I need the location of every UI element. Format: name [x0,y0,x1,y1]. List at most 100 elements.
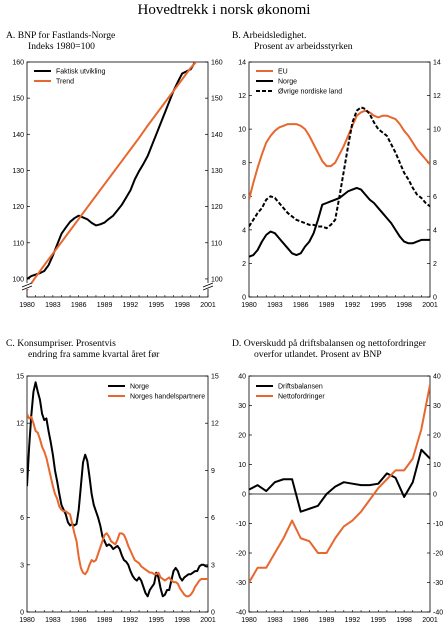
plot-frame [248,61,431,298]
chart-title-line: D. Overskudd på driftsbalansen og nettof… [232,338,427,349]
y-tick-label: 130 [211,168,223,175]
y-tick-label: 14 [433,60,441,67]
y-tick-label: 6 [20,515,24,522]
x-tick-label: 1986 [293,617,309,624]
x-tick-label: 1998 [396,302,412,309]
x-tick-label: 2001 [422,617,438,624]
x-tick-label: 1992 [123,302,139,309]
axis-break-mark [202,282,214,288]
y-tick-label: -40 [236,610,246,617]
axis-break-mask [203,283,213,289]
chart-title-line: Indeks 1980=100 [28,41,95,52]
y-tick-label: 3 [20,562,24,569]
y-tick-label: 8 [242,160,246,167]
x-tick-label: 1995 [370,617,386,624]
y-tick-label: -20 [433,551,443,558]
legend-label: Øvrige nordiske land [278,89,342,96]
series-line-nettofordringer [249,384,430,584]
y-tick-label: 6 [433,194,437,201]
y-tick-label: 12 [211,421,219,428]
y-tick-label: 0 [242,295,246,302]
x-tick-label: 1989 [97,302,113,309]
chart-d: D. Overskudd på driftsbalansen og nettof… [232,338,443,624]
chart-title-line: overfor utlandet. Prosent av BNP [254,349,382,360]
legend-label: Driftsbalansen [278,384,323,391]
y-tick-label: 20 [238,433,246,440]
x-tick-label: 1995 [370,302,386,309]
x-tick-label: 1986 [293,302,309,309]
series-line-driftsbalansen [249,448,430,513]
y-tick-label: 2 [433,261,437,268]
x-tick-label: 1998 [174,302,190,309]
x-tick-label: 1995 [148,302,164,309]
x-tick-label: 1980 [19,302,35,309]
y-tick-label: 12 [16,421,24,428]
x-tick-label: 1995 [148,617,164,624]
y-tick-label: 10 [433,462,441,469]
y-tick-label: 160 [211,60,223,67]
y-tick-label: 0 [20,610,24,617]
y-tick-label: 120 [211,204,223,211]
y-tick-label: 0 [433,295,437,302]
y-tick-label: 110 [211,240,222,247]
x-tick-label: 1983 [45,617,61,624]
legend-label: Nettofordringer [278,394,325,401]
series-line-eu [249,109,430,200]
x-tick-label: 1992 [345,617,361,624]
y-tick-label: 4 [242,227,246,234]
y-tick-label: 3 [211,562,215,569]
y-tick-label: -10 [236,521,246,528]
series-line--vrige-nordiske-land [249,106,430,230]
chart-title-line: endring fra samme kvartal året før [28,349,160,360]
y-tick-label: 100 [12,276,24,283]
x-tick-label: 1986 [71,617,87,624]
axis-break-mark [202,285,214,291]
series-line-faktisk-utvikling [27,62,197,280]
x-tick-label: 2001 [200,302,216,309]
x-tick-label: 1980 [241,302,257,309]
legend-label: Norge [130,384,149,391]
y-tick-label: -40 [433,610,443,617]
y-tick-label: 6 [242,194,246,201]
y-tick-label: -10 [433,521,443,528]
y-tick-label: 110 [13,240,24,247]
y-tick-label: 150 [211,96,223,103]
x-tick-label: 1983 [267,302,283,309]
y-tick-label: 20 [433,433,441,440]
plot-frame [26,61,209,298]
x-tick-label: 2001 [200,617,216,624]
x-tick-label: 1980 [19,617,35,624]
series-line-norges-handelspartnere [27,413,208,598]
legend-label: Faktisk utvikling [56,69,106,76]
y-tick-label: 15 [211,374,219,381]
x-tick-label: 1986 [71,302,87,309]
y-tick-label: 30 [238,403,246,410]
y-tick-label: 0 [242,492,246,499]
chart-title-line: B. Arbeidsledighet. [232,30,306,41]
chart-b: B. Arbeidsledighet.Prosent av arbeidssty… [232,30,441,309]
x-tick-label: 1983 [45,302,61,309]
figure-title: Hovedtrekk i norsk økonomi [137,2,311,18]
x-tick-label: 1989 [319,617,335,624]
y-tick-label: 0 [433,492,437,499]
legend-label: Norge [278,79,297,86]
series-line-norge [27,381,208,598]
chart-title-line: A. BNP for Fastlands-Norge [6,30,115,41]
y-tick-label: 12 [238,93,246,100]
x-tick-label: 1989 [319,302,335,309]
chart-title-line: Prosent av arbeidsstyrken [254,41,353,52]
y-tick-label: 150 [12,96,24,103]
y-tick-label: 12 [433,93,441,100]
y-tick-label: 9 [20,468,24,475]
y-tick-label: 120 [12,204,24,211]
y-tick-label: 0 [211,610,215,617]
y-tick-label: 9 [211,468,215,475]
y-tick-label: 160 [12,60,24,67]
axis-break-mask [22,283,32,289]
y-tick-label: 10 [433,127,441,134]
y-tick-label: 14 [238,60,246,67]
y-tick-label: 40 [433,374,441,381]
y-tick-label: 40 [238,374,246,381]
